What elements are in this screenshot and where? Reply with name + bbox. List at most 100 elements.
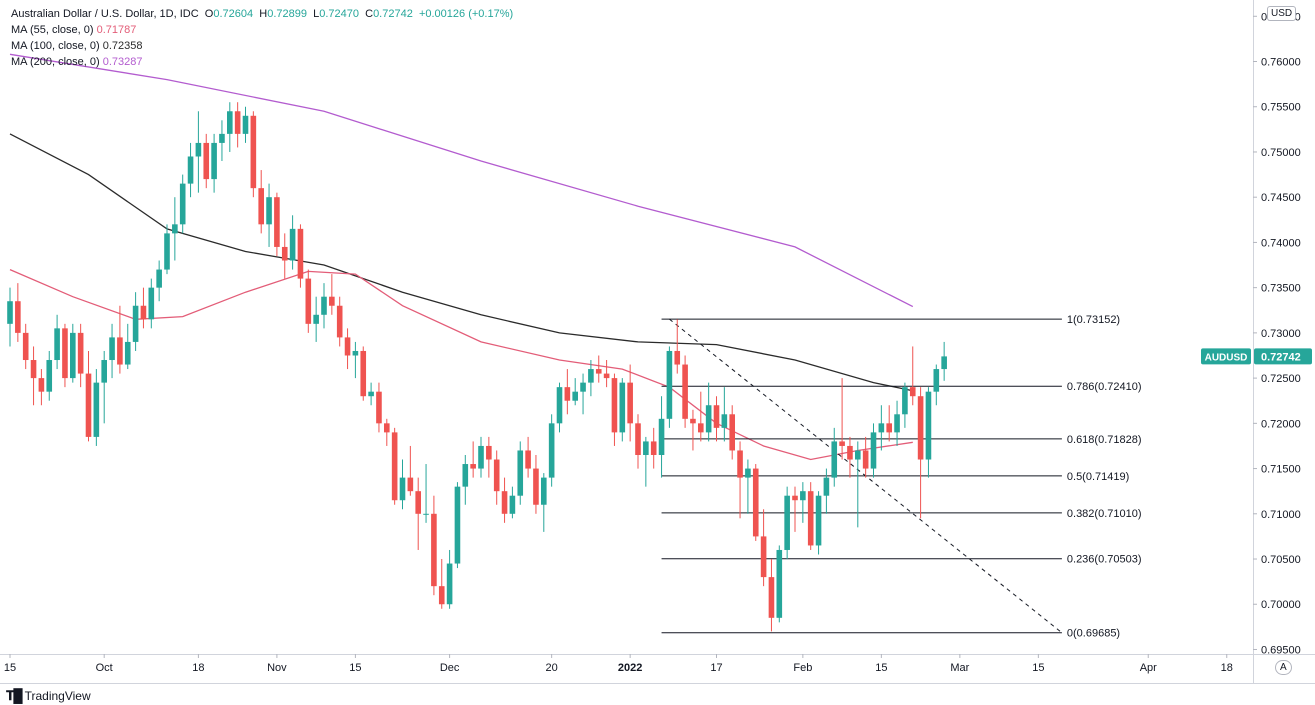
candle-down (737, 450, 743, 478)
fib-level-label: 0(0.69685) (1067, 628, 1120, 640)
candle-down (533, 468, 539, 505)
candle-down (85, 373, 92, 437)
candle-down (15, 301, 21, 333)
time-tick-label: Feb (793, 662, 812, 674)
fib-level-label: 1(0.73152) (1067, 314, 1120, 326)
tradingview-brand: TradingView (24, 689, 91, 703)
time-tick-label: Nov (267, 662, 287, 674)
candle-down (909, 387, 916, 397)
candle-down (729, 414, 735, 451)
time-tick-label: Oct (96, 662, 113, 674)
fib-level-label: 0.382(0.71010) (1067, 508, 1142, 520)
candle-up (588, 369, 594, 383)
candle-down (336, 305, 343, 338)
candle-down (682, 364, 688, 419)
ma200-line (9, 53, 914, 308)
candle-down (470, 464, 476, 469)
candle-up (925, 391, 932, 460)
tradingview-logo[interactable]: 𝐓█ TradingView (6, 688, 91, 704)
auto-scale-button[interactable]: A (1275, 660, 1292, 675)
time-tick-label: 17 (710, 662, 722, 674)
price-tick-label: 0.71000 (1261, 509, 1301, 521)
candle-down (360, 350, 367, 397)
price-badge: 0.72742 (1261, 351, 1301, 363)
candle-down (611, 378, 618, 433)
candle-up (368, 391, 374, 397)
legend-change: +0.00126 (+0.17%) (418, 8, 514, 20)
candle-up (93, 382, 100, 437)
legend-ma100-value: 0.72358 (102, 40, 143, 52)
legend-ma200-row[interactable]: MA (200, close, 0) 0.73287 (11, 56, 143, 68)
candle-up (800, 491, 806, 501)
candle-up (784, 495, 790, 550)
candle-down (501, 491, 508, 514)
price-badge-bg (1254, 348, 1312, 365)
candle-up (101, 360, 107, 383)
candle-up (219, 133, 225, 143)
ma55-line (9, 269, 913, 461)
candle-down (690, 418, 696, 424)
candle-up (109, 337, 115, 361)
candle-down (807, 491, 814, 546)
candle-down (431, 513, 437, 587)
legend-low: 0.72470 (319, 8, 359, 20)
candle-down (329, 296, 335, 306)
symbol-badge: AUDUSD (1205, 352, 1248, 363)
candle-up (7, 301, 13, 324)
candle-up (902, 387, 908, 415)
candle-up (580, 382, 586, 392)
currency-badge[interactable]: USD (1267, 6, 1297, 21)
candle-down (768, 577, 775, 618)
candle-down (752, 468, 759, 537)
price-tick-label: 0.73000 (1261, 328, 1301, 340)
candle-up (478, 445, 484, 469)
candle-up (179, 183, 186, 225)
price-tick-label: 0.73500 (1261, 283, 1301, 295)
candle-down (140, 305, 147, 320)
candle-up (266, 197, 272, 225)
candle-down (344, 337, 351, 356)
candle-down (674, 350, 681, 365)
price-tick-label: 0.75000 (1261, 147, 1301, 159)
candle-down (250, 115, 257, 189)
candle-up (211, 142, 217, 180)
candle-down (376, 391, 382, 424)
candle-up (705, 405, 712, 433)
candle-down (886, 423, 892, 433)
candle-down (30, 360, 37, 379)
legend-ohlc-row: Australian Dollar / U.S. Dollar, 1D, IDC… (11, 8, 514, 20)
candle-up (132, 305, 139, 342)
time-tick-label: 20 (546, 662, 558, 674)
candle-down (281, 246, 288, 261)
price-tick-label: 0.74000 (1261, 237, 1301, 249)
candle-up (321, 296, 327, 315)
time-tick-label: 2022 (618, 662, 642, 674)
candle-up (54, 328, 60, 361)
candle-up (289, 228, 296, 261)
candle-down (407, 477, 414, 492)
legend-ma100-row[interactable]: MA (100, close, 0) 0.72358 (11, 40, 143, 52)
candle-down (486, 445, 492, 460)
candle-up (454, 486, 461, 564)
candle-down (117, 337, 123, 365)
candle-up (164, 233, 170, 270)
candle-up (352, 350, 359, 356)
candle-up (933, 369, 940, 392)
candle-up (572, 391, 578, 401)
candle-up (195, 142, 202, 157)
candle-up (941, 356, 947, 370)
candle-down (384, 423, 390, 433)
candle-down (847, 445, 853, 460)
candle-down (297, 228, 304, 279)
legend-ma55-row[interactable]: MA (55, close, 0) 0.71787 (11, 24, 137, 36)
candle-up (831, 441, 838, 478)
candle-down (438, 586, 445, 605)
chart-legend: Australian Dollar / U.S. Dollar, 1D, IDC… (11, 6, 513, 70)
price-tick-label: 0.70500 (1261, 554, 1301, 566)
time-tick-label: Mar (950, 662, 969, 674)
candle-down (792, 495, 798, 501)
candle-up (446, 563, 453, 605)
symbol-badge-bg (1201, 348, 1251, 365)
fib-level-label: 0.5(0.71419) (1067, 471, 1129, 483)
